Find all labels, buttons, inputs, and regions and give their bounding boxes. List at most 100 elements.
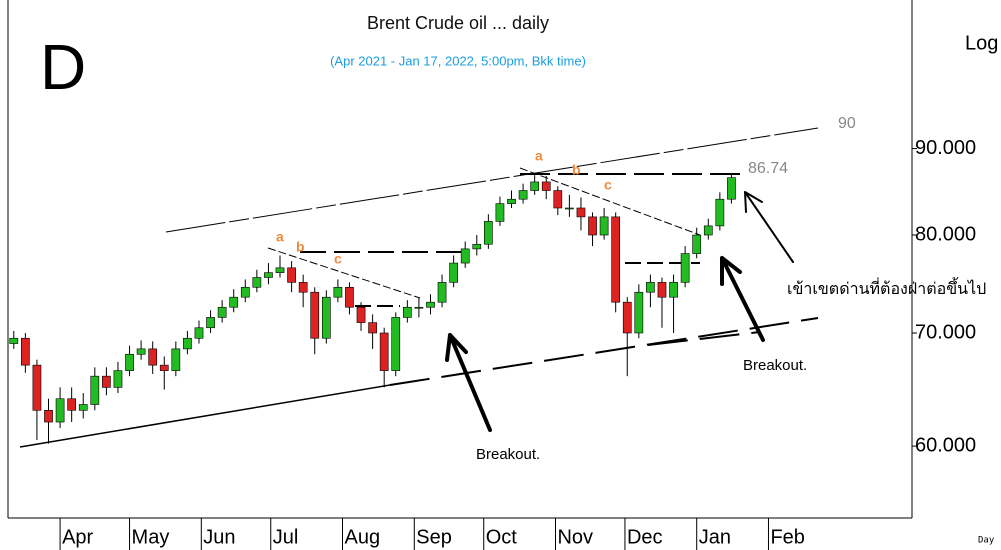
candle-body — [657, 282, 667, 298]
lower-channel — [19, 384, 391, 448]
candle-body — [426, 301, 435, 308]
resistance-note: เข้าเขตด่านที่ต้องฝ่าต่อขึ้นไป — [787, 277, 986, 298]
x-tick-label: Apr — [62, 526, 93, 548]
breakout-label: Breakout. — [476, 446, 540, 463]
candle-body — [78, 404, 88, 411]
wave-label: b — [296, 239, 305, 255]
candle-body — [44, 410, 53, 423]
candle-body — [217, 306, 227, 318]
candle-body — [321, 296, 331, 339]
candle-body — [32, 364, 42, 411]
candle-body — [703, 225, 713, 236]
candle-body — [159, 364, 169, 371]
candle-body — [125, 353, 134, 371]
interval-label: Day — [978, 536, 995, 546]
y-tick-label: 70.000 — [915, 321, 976, 343]
chart-title: Brent Crude oil ... daily — [367, 13, 549, 33]
candle-body — [102, 375, 111, 388]
y-tick-label: 90.000 — [915, 137, 976, 159]
candle-body — [391, 317, 401, 371]
candle-body — [472, 243, 482, 250]
candle-body — [541, 181, 551, 191]
chart-subtitle: (Apr 2021 - Jan 17, 2022, 5:00pm, Bkk ti… — [330, 53, 586, 68]
candle-body — [298, 282, 308, 293]
candle-body — [437, 282, 447, 303]
candle-body — [333, 286, 343, 298]
candle-body — [449, 262, 458, 283]
candle-body — [9, 337, 19, 344]
candle-body — [136, 348, 146, 355]
support-dec — [647, 331, 761, 346]
candle-body — [310, 291, 320, 339]
candle-body — [692, 234, 702, 254]
candle-body — [379, 332, 389, 371]
candle-body — [727, 177, 736, 200]
candle-body — [287, 267, 296, 283]
wave-label: c — [604, 177, 612, 193]
candle-body — [622, 301, 632, 334]
wave-line-2 — [519, 167, 701, 236]
channel-label: 90 — [838, 115, 856, 132]
candle-body — [275, 267, 285, 273]
frame — [7, 0, 913, 519]
candle-body — [634, 291, 644, 334]
arrow-1 — [445, 333, 492, 432]
candle-body — [252, 277, 262, 288]
x-tick-label: Jan — [699, 526, 731, 548]
candle-body — [484, 221, 493, 245]
arrows — [445, 191, 794, 432]
candle-body — [229, 296, 239, 308]
wave-label: c — [334, 251, 342, 267]
candle-body — [67, 398, 77, 411]
candle-body — [553, 190, 563, 209]
x-tick-label: May — [132, 526, 170, 548]
candle-body — [680, 253, 690, 283]
scale-label: Log — [965, 32, 998, 54]
candle-body — [345, 286, 354, 308]
candle-body — [507, 198, 516, 204]
candle-body — [646, 282, 655, 293]
candle-body — [90, 375, 100, 405]
panel-label: D — [40, 31, 86, 103]
candle-body — [206, 317, 215, 329]
candle-body — [588, 216, 597, 236]
candle-body — [356, 306, 366, 323]
candle-body — [460, 248, 470, 264]
x-tick-label: Nov — [557, 526, 593, 548]
upper-channel — [165, 127, 819, 233]
candle-body — [113, 370, 123, 388]
level-label: 86.74 — [748, 160, 788, 177]
trend-lines — [19, 127, 819, 448]
candle-body — [576, 207, 586, 218]
candle-body — [55, 398, 65, 423]
x-tick-label: Feb — [770, 526, 804, 548]
candle-body — [715, 198, 725, 227]
candle-body — [611, 216, 621, 303]
breakout-label: Breakout. — [743, 357, 807, 374]
wave-labels: a b c a b c — [276, 148, 612, 267]
y-tick-label: 60.000 — [915, 434, 976, 456]
y-tick-label: 80.000 — [915, 223, 976, 245]
wave-label: a — [535, 148, 543, 164]
candle-body — [402, 306, 412, 318]
x-tick-label: Oct — [486, 526, 518, 548]
candle-body — [183, 337, 192, 350]
candle-body — [194, 327, 204, 339]
candle-body — [264, 272, 273, 278]
candle-body — [518, 190, 528, 200]
x-tick-label: Dec — [627, 526, 663, 548]
candle-body — [414, 306, 424, 309]
wave-label: b — [572, 162, 581, 178]
candle-body — [669, 282, 678, 298]
wave-label: a — [276, 229, 284, 245]
x-tick-label: Jul — [273, 526, 299, 548]
candle-body — [240, 286, 250, 298]
x-tick-label: Jun — [203, 526, 235, 548]
candle-body — [530, 181, 540, 191]
candle-body — [368, 322, 377, 334]
x-tick-label: Sep — [416, 526, 452, 548]
arrow-2 — [720, 256, 765, 342]
lower-channel-ext — [389, 317, 819, 386]
candle-body — [21, 337, 30, 366]
